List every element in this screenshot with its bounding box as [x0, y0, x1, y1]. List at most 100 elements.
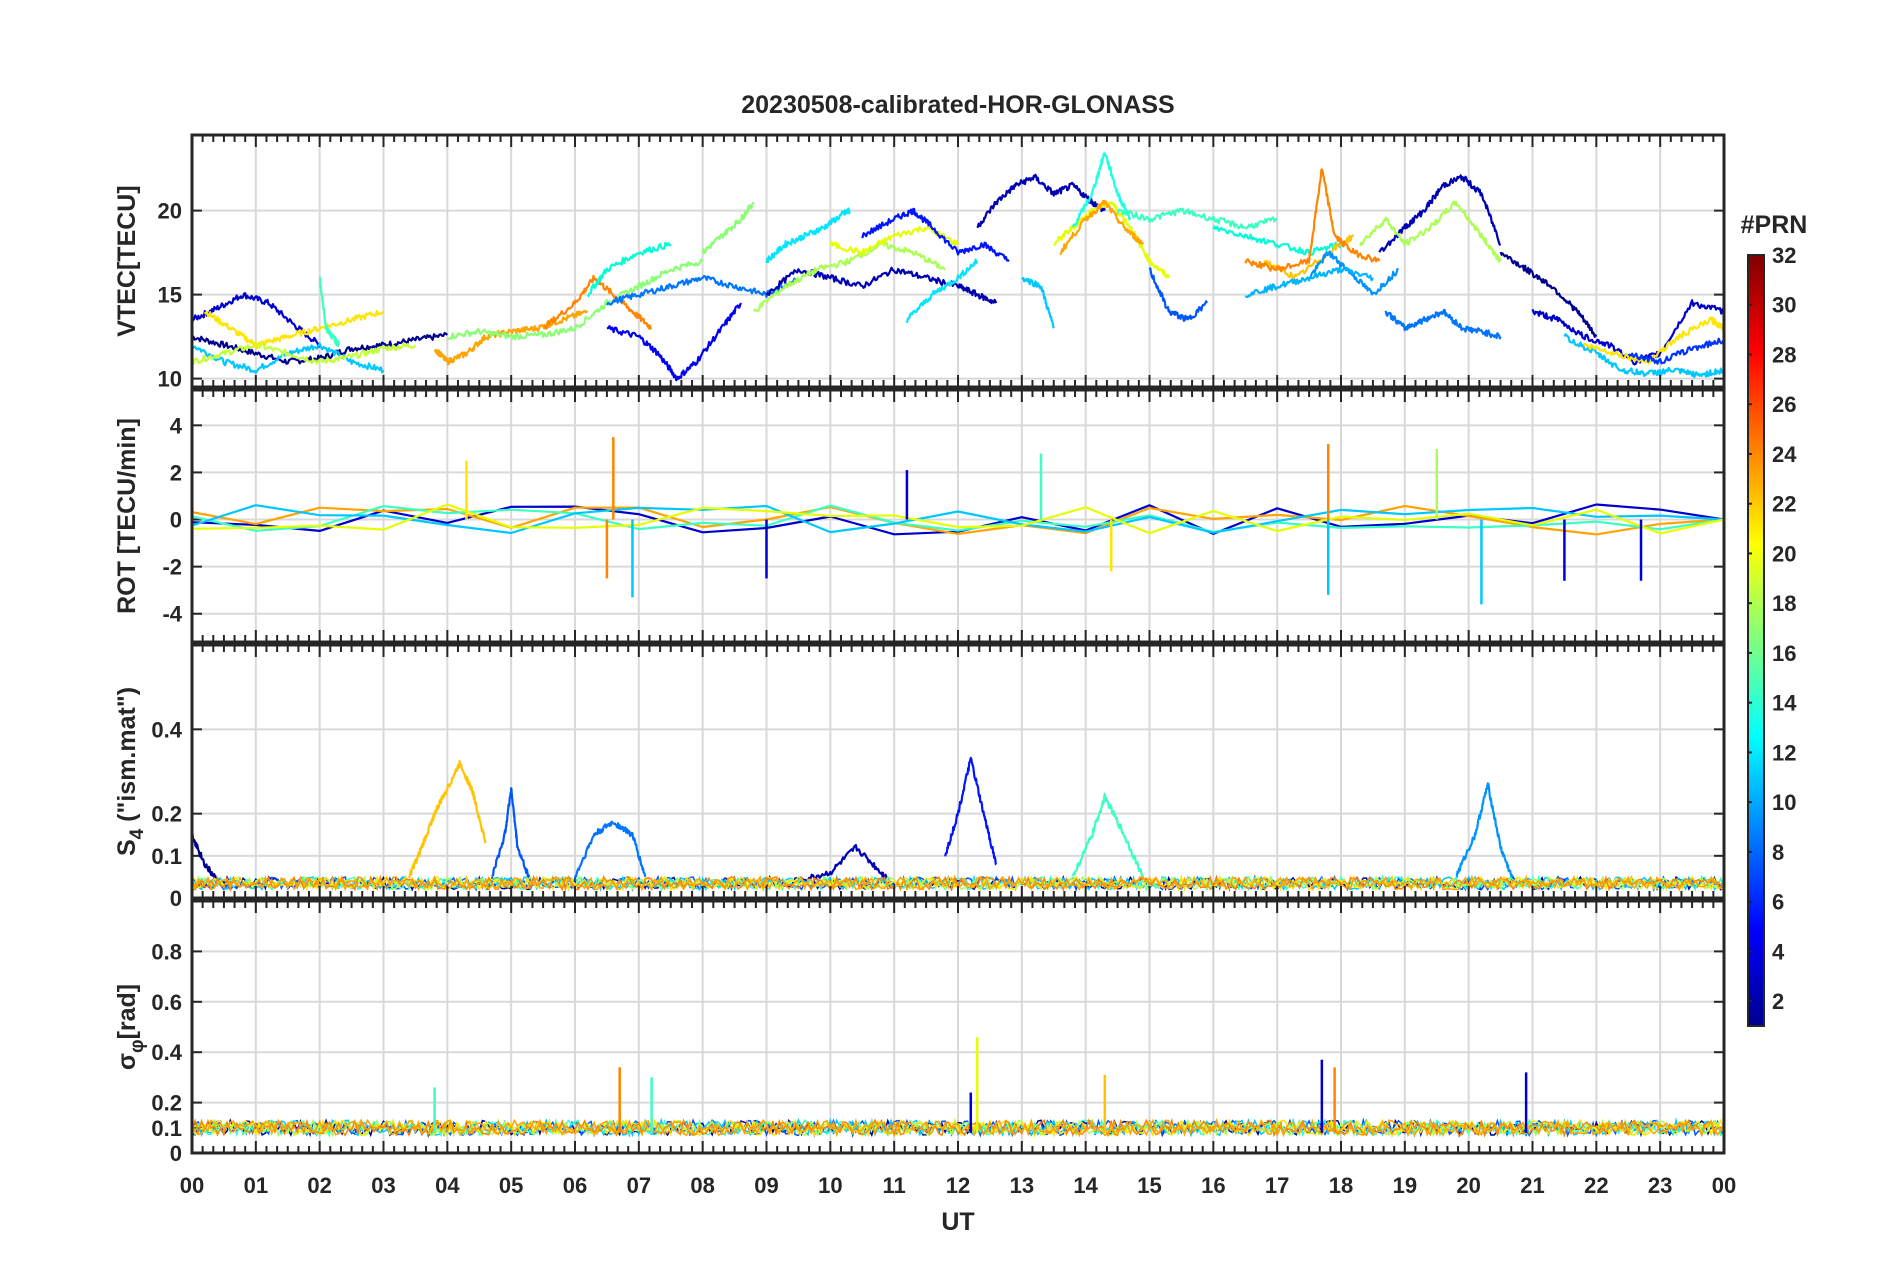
- series-line-prn-20: [829, 225, 960, 256]
- x-tick-label: 05: [499, 1173, 523, 1198]
- x-tick-label: 18: [1329, 1173, 1353, 1198]
- y-axis-label: S4 ("ism.mat"): [113, 687, 148, 856]
- noise-trace: [192, 1117, 1724, 1139]
- colorbar-tick-label: 6: [1772, 890, 1784, 915]
- y-tick-label: -2: [162, 555, 182, 580]
- series-line-prn-20: [192, 503, 1724, 535]
- series-line-prn-24: [1244, 168, 1381, 273]
- x-tick-label: 21: [1520, 1173, 1544, 1198]
- y-axis-label: VTEC[TECU]: [113, 185, 141, 336]
- colorbar-tick-label: 20: [1772, 541, 1796, 566]
- y-axis-label: ROT [TECU/min]: [113, 418, 141, 614]
- series-line-prn-17: [446, 258, 704, 341]
- x-tick-label: 00: [1712, 1173, 1736, 1198]
- y-axis-label: σφ[rad]: [113, 984, 148, 1070]
- y-tick-label: 0: [170, 886, 182, 911]
- series-line-prn-11: [1244, 266, 1374, 298]
- data-area: [192, 152, 1724, 382]
- y-tick-label: 4: [170, 413, 183, 438]
- x-tick-label: 19: [1393, 1173, 1417, 1198]
- x-tick-label: 12: [946, 1173, 970, 1198]
- series-line-prn-23: [433, 309, 589, 366]
- series-line-prn-16: [192, 504, 1724, 534]
- x-tick-label: 04: [435, 1173, 460, 1198]
- colorbar-tick-label: 14: [1772, 691, 1797, 716]
- x-tick-label: 17: [1265, 1173, 1289, 1198]
- y-tick-label: -4: [162, 602, 182, 627]
- series-line-prn-9: [1384, 308, 1502, 340]
- series-line-prn-9: [574, 820, 647, 878]
- y-tick-label: 0.2: [151, 1091, 182, 1116]
- y-tick-label: 0.1: [151, 1116, 182, 1141]
- x-tick-label: 23: [1648, 1173, 1672, 1198]
- series-line-prn-3: [192, 292, 321, 348]
- series-line-prn-23: [192, 504, 1724, 536]
- colorbar-tick-label: 32: [1772, 243, 1796, 268]
- series-line-prn-5: [944, 756, 997, 866]
- x-tick-label: 11: [883, 1173, 906, 1198]
- series-line-prn-16: [1116, 207, 1278, 230]
- series-line-prn-9: [605, 274, 800, 306]
- series-line-prn-21: [203, 309, 385, 349]
- x-tick-label: 06: [563, 1173, 587, 1198]
- series-line-prn-15: [586, 241, 672, 298]
- series-line-prn-8: [491, 787, 532, 882]
- data-area: [192, 1037, 1724, 1139]
- panel-sigma: 00.10.2 0.4 0.6 0.8σφ[rad]: [113, 899, 1726, 1166]
- colorbar-tick-label: 16: [1772, 641, 1796, 666]
- x-tick-label: 07: [627, 1173, 651, 1198]
- x-tick-label: 14: [1073, 1173, 1098, 1198]
- x-axis-label: UT: [941, 1208, 974, 1236]
- colorbar-tick-label: 12: [1772, 740, 1796, 765]
- y-tick-label: 0.4: [151, 1040, 182, 1065]
- series-line-prn-2: [1378, 174, 1502, 253]
- y-tick-label: 0.4: [151, 717, 182, 742]
- y-tick-label: 20: [158, 199, 182, 224]
- y-tick-label: 15: [158, 283, 182, 308]
- y-tick-label: 0: [170, 508, 182, 533]
- colorbar-tick-label: 10: [1772, 790, 1796, 815]
- series-line-prn-13: [905, 258, 979, 324]
- x-tick-label: 00: [180, 1173, 204, 1198]
- y-tick-label: 10: [158, 367, 182, 392]
- colorbar-tick-label: 26: [1772, 392, 1796, 417]
- colorbar-label: #PRN: [1741, 211, 1808, 239]
- colorbar-tick-label: 4: [1772, 939, 1785, 964]
- series-line-prn-14: [1071, 152, 1132, 228]
- panel-rot: -4 -2 0 2 4 ROT [TECU/min]: [113, 388, 1726, 644]
- data-area: [192, 437, 1724, 605]
- x-tick-label: 03: [371, 1173, 395, 1198]
- y-tick-label: 0.6: [151, 990, 182, 1015]
- series-line-prn-5: [861, 207, 1010, 262]
- series-line-prn-7: [1148, 267, 1208, 322]
- series-line-prn-18: [1359, 200, 1502, 263]
- series-line-prn-15: [1071, 792, 1145, 878]
- colorbar-gradient: [1747, 254, 1765, 1027]
- series-line-prn-22: [408, 759, 487, 879]
- series-line-prn-16: [318, 276, 340, 347]
- x-tick-label: 15: [1137, 1173, 1161, 1198]
- series-line-prn-18: [752, 240, 946, 313]
- x-tick-label: 01: [244, 1173, 268, 1198]
- chart-title: 20230508-calibrated-HOR-GLONASS: [741, 91, 1174, 119]
- y-tick-label: 2: [170, 460, 182, 485]
- colorbar-tick-label: 2: [1772, 989, 1784, 1014]
- colorbar-tick-label: 28: [1772, 342, 1796, 367]
- colorbar-tick-label: 22: [1772, 492, 1796, 517]
- colorbar-tick-label: 18: [1772, 591, 1796, 616]
- x-tick-label: 16: [1201, 1173, 1225, 1198]
- x-tick-label: 10: [818, 1173, 842, 1198]
- y-tick-label: 0.1: [151, 844, 182, 869]
- series-line-prn-13: [765, 207, 851, 264]
- series-line-prn-21: [1582, 316, 1724, 365]
- series-line-prn-4: [606, 302, 742, 382]
- x-tick-label: 22: [1584, 1173, 1608, 1198]
- x-tick-label: 13: [1010, 1173, 1034, 1198]
- series-line-prn-17: [701, 201, 755, 255]
- series-line-prn-12: [1563, 333, 1724, 379]
- colorbar-tick-label: 24: [1772, 442, 1797, 467]
- series-line-prn-1: [192, 832, 232, 887]
- series-line-prn-12: [192, 504, 1724, 535]
